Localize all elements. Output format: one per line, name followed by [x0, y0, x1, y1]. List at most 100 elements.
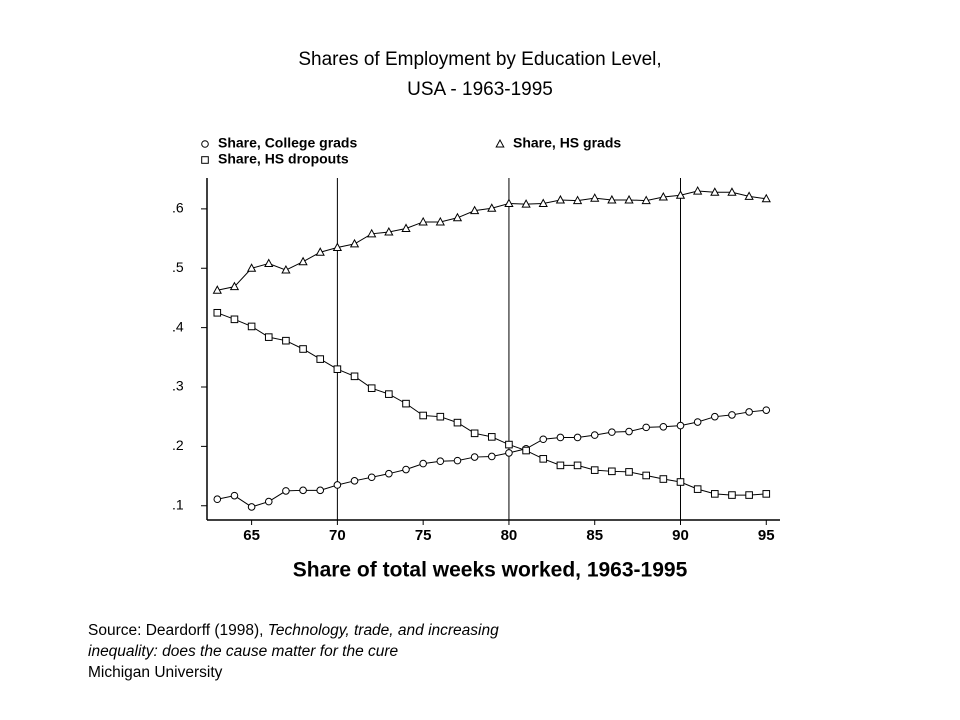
legend-symbol	[495, 138, 505, 148]
point	[470, 429, 479, 438]
point	[282, 336, 290, 345]
point	[212, 285, 222, 294]
point	[522, 446, 530, 455]
point	[539, 455, 548, 463]
point	[625, 427, 633, 436]
legend-symbol	[201, 140, 209, 148]
series-line	[217, 312, 767, 496]
point	[229, 281, 240, 291]
x-tick-label: 90	[672, 527, 689, 544]
point	[538, 198, 548, 208]
point	[453, 456, 462, 465]
point	[762, 490, 771, 498]
point	[676, 478, 685, 486]
point	[384, 226, 394, 236]
point	[247, 503, 256, 511]
point	[419, 459, 427, 468]
legend-label: Share, College grads	[218, 135, 357, 151]
legend-label: Share, HS grads	[513, 135, 621, 151]
point	[350, 477, 359, 485]
point	[641, 195, 651, 205]
source-publisher: Michigan University	[88, 664, 223, 681]
point	[264, 497, 273, 506]
y-tick-label: .6	[172, 200, 184, 216]
point	[625, 468, 633, 476]
y-tick-label: .5	[172, 259, 184, 275]
source-title: Technology, trade, and increasing inequa…	[88, 622, 499, 660]
point	[487, 452, 496, 461]
point	[385, 469, 393, 478]
point	[521, 199, 531, 208]
x-tick-label: 70	[329, 527, 346, 544]
point	[402, 399, 410, 408]
legend-symbol	[201, 156, 209, 164]
legend-label: Share, HS dropouts	[218, 151, 349, 167]
point	[608, 467, 616, 476]
point	[555, 194, 566, 204]
point	[572, 195, 583, 205]
point	[693, 418, 702, 426]
point	[607, 194, 617, 204]
point	[401, 223, 411, 232]
point	[299, 486, 307, 495]
point	[402, 465, 410, 474]
point	[264, 258, 274, 267]
point	[247, 322, 256, 331]
point	[675, 190, 686, 199]
point	[230, 491, 239, 500]
point	[419, 411, 427, 420]
point	[745, 491, 753, 499]
point	[281, 264, 291, 274]
point	[745, 408, 753, 416]
point	[624, 194, 634, 204]
point	[452, 212, 463, 222]
point	[469, 205, 480, 215]
point	[230, 315, 239, 324]
point	[608, 428, 616, 436]
point	[744, 191, 754, 200]
y-tick-label: .1	[172, 496, 184, 512]
y-tick-label: .4	[172, 318, 184, 334]
point	[590, 466, 599, 474]
point	[453, 418, 462, 427]
x-tick-label: 75	[415, 527, 432, 544]
source: Source: Deardorff (1998), Technology, tr…	[88, 620, 566, 683]
point	[213, 495, 222, 504]
point	[573, 461, 582, 470]
point	[710, 187, 720, 196]
point	[711, 490, 719, 498]
point	[470, 453, 479, 461]
point	[556, 461, 565, 470]
point	[676, 421, 685, 430]
point	[659, 422, 668, 431]
point	[727, 187, 737, 196]
point	[505, 440, 513, 449]
point	[436, 457, 445, 466]
chart-title: Shares of Employment by Education Level,	[298, 49, 661, 70]
point	[504, 198, 514, 208]
point	[590, 431, 599, 439]
x-axis-label: Share of total weeks worked, 1963-1995	[293, 559, 688, 582]
point	[435, 216, 445, 226]
point	[728, 411, 736, 419]
point	[264, 333, 273, 341]
point	[246, 263, 257, 272]
x-tick-label: 65	[243, 527, 260, 544]
point	[367, 473, 376, 482]
point	[539, 435, 548, 444]
point	[487, 203, 497, 212]
point	[418, 216, 428, 226]
x-tick-label: 95	[758, 527, 775, 544]
point	[761, 193, 771, 203]
point	[315, 247, 325, 256]
point	[659, 475, 668, 483]
point	[728, 491, 736, 499]
point	[642, 423, 650, 432]
point	[367, 384, 376, 392]
point	[349, 238, 360, 248]
y-tick-label: .3	[172, 378, 184, 394]
x-tick-label: 80	[501, 527, 518, 544]
point	[642, 471, 650, 480]
